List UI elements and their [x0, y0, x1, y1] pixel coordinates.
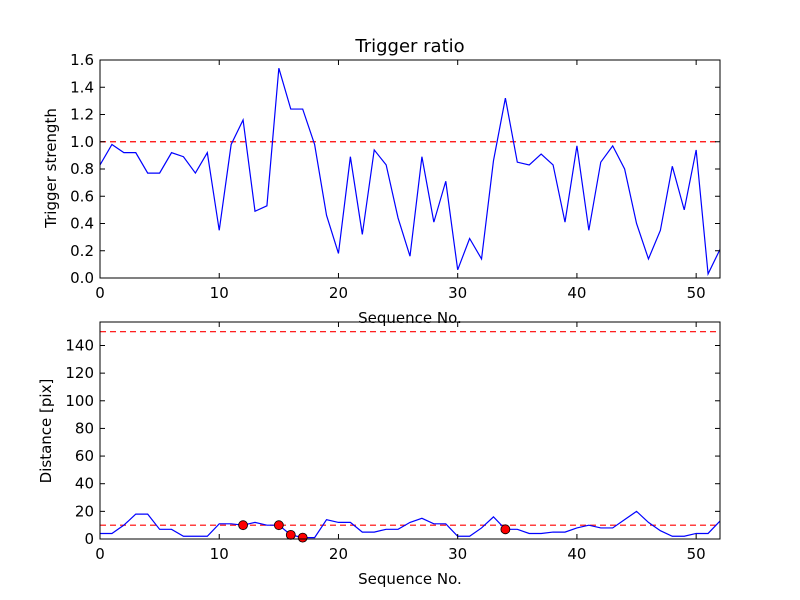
top-y-tick-label: 1.2 — [70, 106, 94, 124]
bottom-y-tick-label: 80 — [75, 419, 94, 437]
bottom-marker-point — [238, 520, 248, 531]
bottom-marker-point — [297, 532, 308, 543]
top-y-tick-label: 0.6 — [70, 187, 94, 205]
top-y-tick-label: 1.4 — [70, 78, 94, 96]
bottom-y-tick-label: 60 — [75, 447, 94, 465]
top-y-tick-label: 1.0 — [70, 133, 94, 151]
top-x-tick-label: 10 — [210, 284, 229, 302]
distance-plot: Sequence No. Distance [pix] 0 10 20 30 40 50 0… — [37, 321, 721, 588]
bottom-y-axis-label: Distance [pix] — [37, 379, 55, 484]
chart-title: Trigger ratio — [354, 36, 464, 57]
bottom-y-tick-label: 20 — [75, 502, 94, 520]
bottom-y-tick-label: 100 — [65, 392, 94, 410]
top-x-tick-label: 40 — [567, 284, 586, 302]
top-x-tick-label: 50 — [687, 284, 706, 302]
bottom-x-tick-label: 20 — [329, 545, 348, 563]
bottom-marker-point — [285, 529, 296, 540]
bottom-x-tick-label: 30 — [448, 545, 467, 563]
bottom-y-tick-label: 140 — [65, 336, 94, 354]
bottom-y-tick-label: 0 — [84, 530, 94, 548]
top-y-tick-label: 1.6 — [70, 51, 94, 69]
bottom-x-tick-label: 10 — [210, 545, 229, 563]
top-x-tick-label: 30 — [448, 284, 467, 302]
top-y-axis-label: Trigger strength — [42, 108, 60, 229]
top-x-axis-label: Sequence No. — [358, 309, 462, 327]
bottom-y-tick-label: 120 — [65, 364, 94, 382]
bottom-x-tick-label: 50 — [687, 545, 706, 563]
top-y-tick-label: 0.2 — [70, 242, 94, 260]
bottom-x-axis-label: Sequence No. — [358, 570, 462, 588]
top-y-tick-label: 0.0 — [70, 269, 94, 287]
bottom-marker-point — [500, 524, 511, 535]
bottom-data-layer — [100, 331, 720, 539]
bottom-x-tick-label: 40 — [567, 545, 586, 563]
top-y-tick-label: 0.8 — [70, 160, 94, 178]
trigger-ratio-plot: Trigger ratio Sequence No. Trigger stren… — [42, 36, 721, 327]
top-series-line-0 — [100, 68, 720, 277]
bottom-marker-point — [273, 520, 284, 531]
bottom-y-tick-label: 40 — [75, 475, 94, 493]
bottom-x-tick-label: 0 — [95, 545, 105, 563]
bottom-axes-frame — [99, 321, 721, 540]
top-x-tick-label: 0 — [95, 284, 105, 302]
top-data-layer — [100, 68, 720, 277]
top-y-tick-label: 0.4 — [70, 215, 94, 233]
bottom-series-line-0 — [100, 510, 720, 539]
top-x-tick-label: 20 — [329, 284, 348, 302]
